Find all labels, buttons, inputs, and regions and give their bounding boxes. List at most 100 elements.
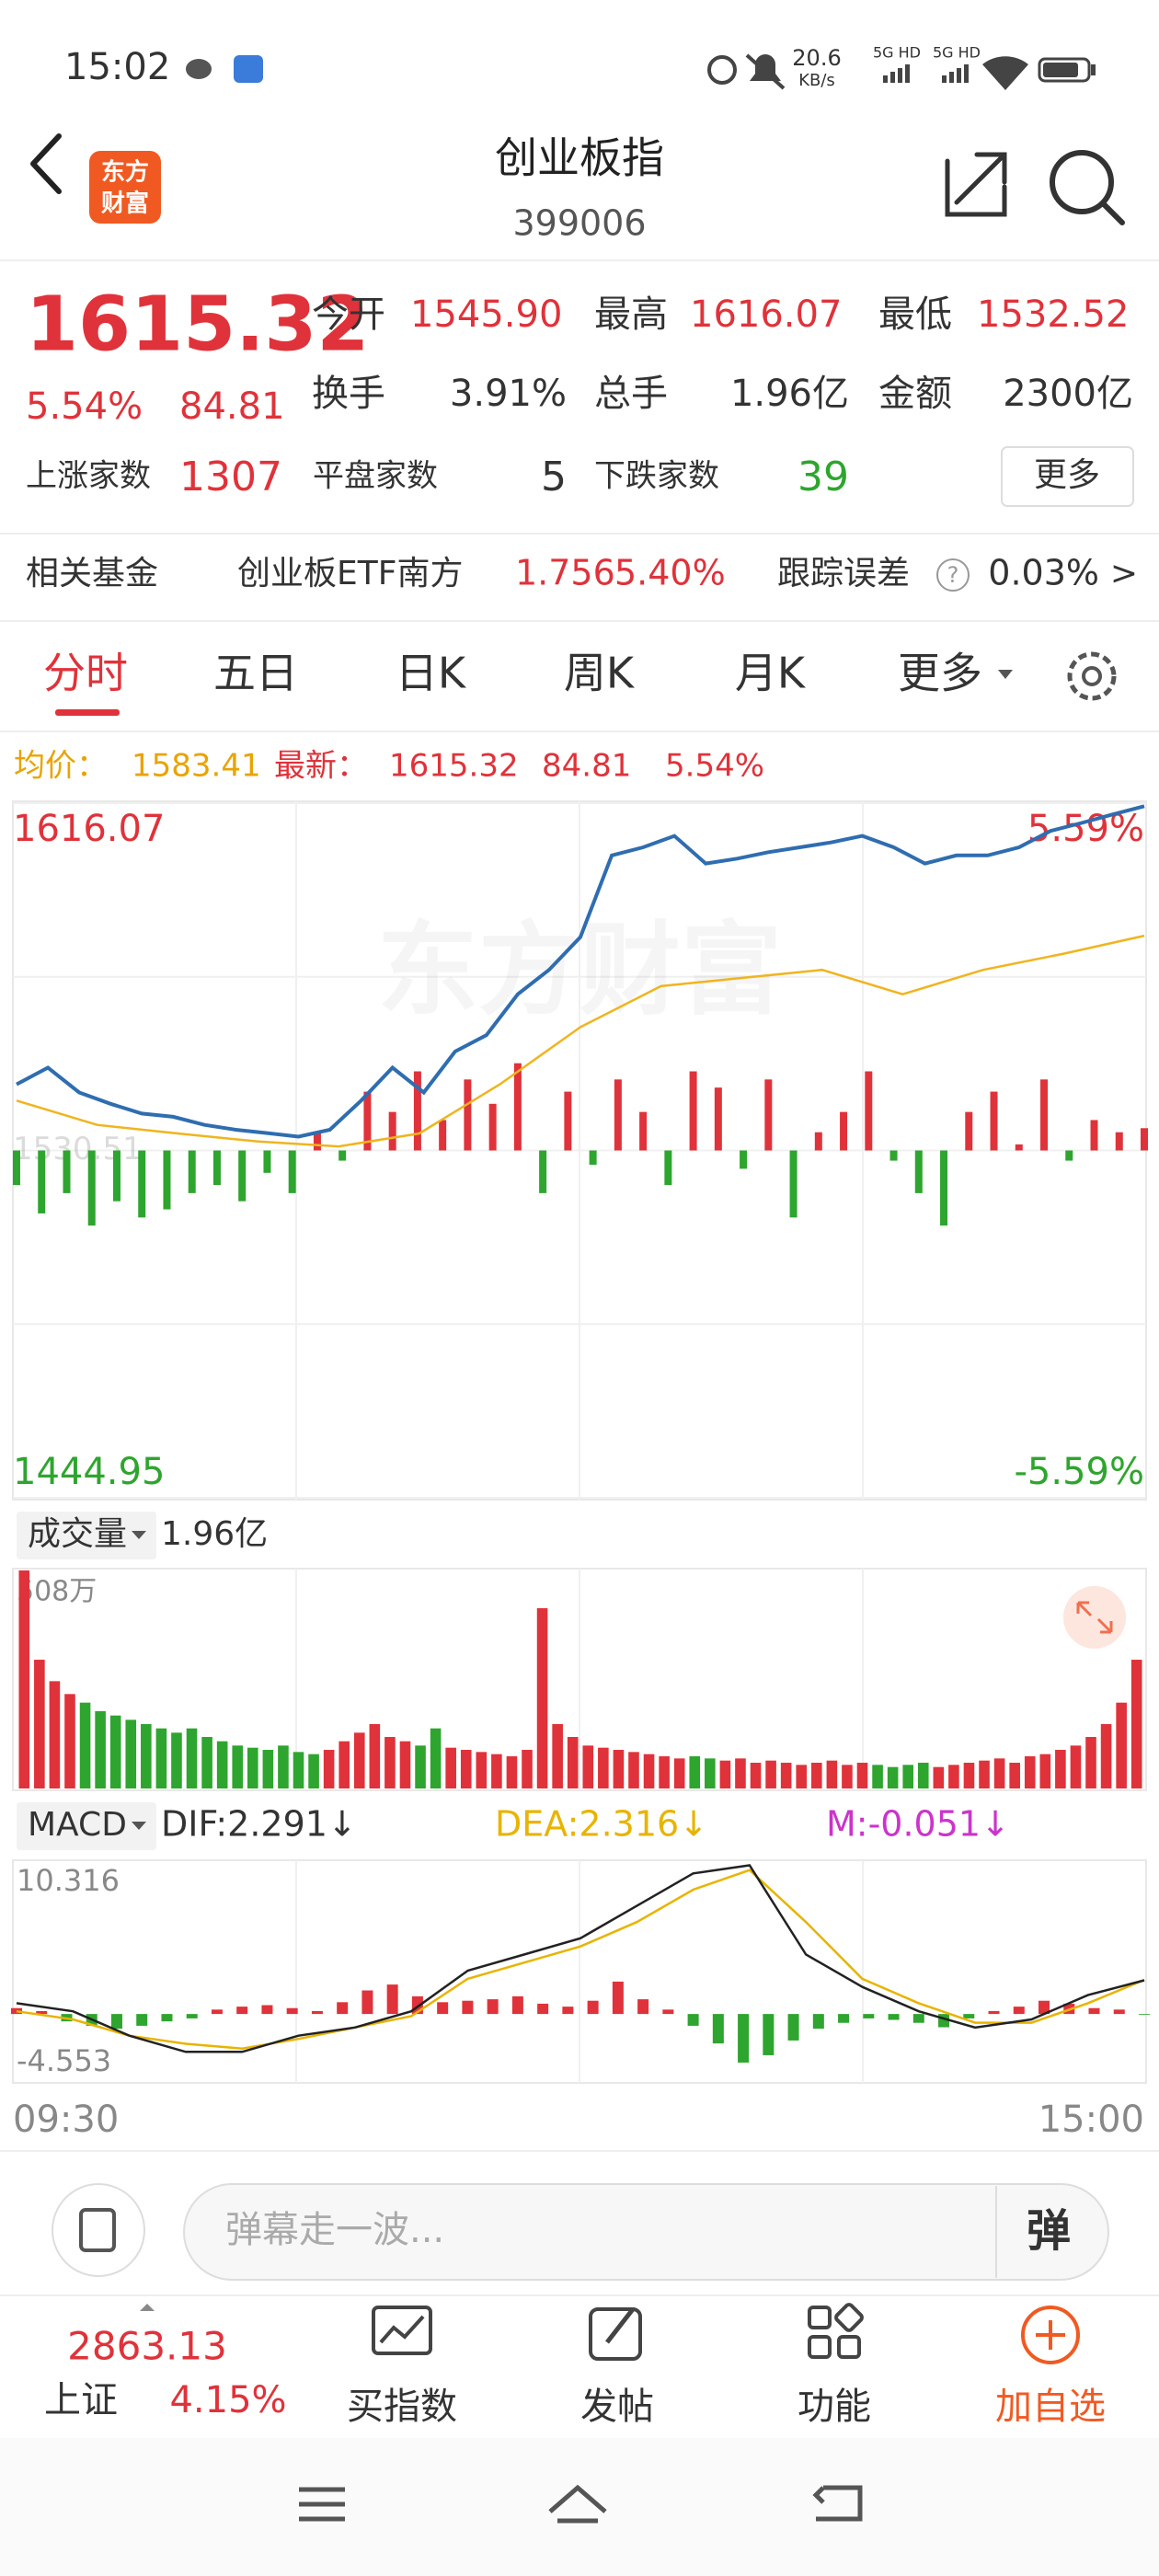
y-tick-label: 10.316 [17,1863,120,1898]
tab[interactable]: 更多 [898,649,982,698]
volume-bar [979,1760,990,1788]
back-nav-button[interactable] [812,2485,863,2522]
volume-bar [689,1756,701,1788]
pct-info: 5.54% [665,748,764,785]
dea-line [16,1869,1145,2050]
volume-bar [735,1758,746,1788]
volume-bar [141,1724,152,1788]
change-info: 84.81 [542,748,631,785]
stat-value: 1616.07 [690,293,842,336]
flow-bar [539,1150,547,1193]
breadth-value: 5 [541,454,567,500]
change-value: 84.81 [179,385,285,428]
help-icon[interactable] [936,558,970,592]
volume-bar [948,1765,959,1788]
app-icon [234,55,263,83]
volume-bar [1024,1756,1036,1788]
legend-entry: M:-0.051↓ [826,1804,1010,1845]
breadth-label: 上涨家数 [26,458,151,495]
flow-bar [212,1150,221,1186]
flow-bar [1090,1120,1098,1151]
last-label: 最新： [274,748,368,785]
nav-item[interactable]: 加自选 [995,2386,1106,2428]
volume-bar [536,1608,548,1788]
func-icon [808,2306,832,2329]
macd-selector[interactable] [17,1802,156,1850]
nav-item[interactable]: 买指数 [347,2386,457,2428]
macd-bar [1113,2009,1125,2015]
volume-bar [567,1737,579,1788]
flow-bar [138,1150,146,1218]
search-lens [1050,150,1114,214]
tab[interactable]: 分时 [43,649,128,698]
comment-input[interactable] [183,2183,1109,2281]
macd-bar [587,2000,599,2015]
fund-name: 创业板ETF南方 [237,555,463,592]
flow-bar [112,1150,120,1202]
macd-bar [712,2014,724,2044]
volume-bar [95,1711,106,1788]
macd-bar [1039,2000,1050,2015]
flow-bar [263,1150,271,1173]
last-price: 1615.32 [26,281,369,368]
share-button[interactable] [945,152,1007,217]
stat-label: 换手 [312,373,385,415]
volume-bar [445,1747,456,1788]
flow-bar [464,1079,472,1151]
expand-button[interactable] [1063,1586,1126,1649]
back-button[interactable] [30,133,62,194]
home-button[interactable] [548,2484,607,2524]
net-speed: 20.6 [792,45,841,71]
volume-bar [842,1765,853,1788]
volume-bar [765,1760,776,1788]
comment-list-button[interactable] [52,2183,145,2277]
tab[interactable]: 五日 [213,649,298,698]
logo[interactable] [89,151,161,224]
nav-item[interactable]: 发帖 [580,2386,654,2428]
volume-bar [1130,1660,1142,1788]
macd-bar [1088,2007,1100,2015]
volume-bar [247,1747,258,1788]
flow-bar [714,1087,722,1151]
logo-text: 财富 [101,190,149,218]
x-tick-label: 15:00 [1039,2099,1144,2141]
volume-bar [1100,1724,1112,1788]
flow-bar [87,1150,96,1226]
flow-bar [339,1150,347,1161]
stat-label: 今开 [312,293,385,336]
macd-bar [838,2014,850,2023]
status-time: 15:02 [64,46,170,88]
danmaku-button[interactable]: 弹 [1027,2205,1071,2257]
macd-bar [11,2007,22,2015]
macd-bar [236,2007,248,2015]
tab[interactable]: 日K [396,649,467,698]
macd-bar [1139,2014,1150,2015]
volume-bar [1009,1763,1020,1788]
more-button[interactable] [1001,446,1134,507]
volume-bar [155,1728,167,1788]
search-button[interactable] [1050,150,1125,225]
volume-selector[interactable] [17,1512,156,1559]
volume-bar [262,1750,274,1788]
share-arrow [954,152,1007,205]
volume-bar [415,1745,426,1788]
dif-line [16,1864,1145,2053]
tab[interactable]: 月K [735,649,807,698]
signal-2 [942,64,969,83]
nav-item[interactable]: 功能 [798,2386,871,2428]
stat-label: 最低 [878,293,952,336]
flow-bar [513,1063,522,1151]
macd-bar [637,1999,649,2015]
net-speed-unit: KB/s [798,71,835,90]
y2-tick-label: -5.59% [1014,1451,1144,1493]
gear-teeth [1067,651,1117,701]
flow-bar [865,1071,873,1151]
stat-value: 1545.90 [410,293,562,336]
flow-bar [38,1150,46,1213]
tab[interactable]: 周K [564,649,636,698]
macd-title: MACD [28,1806,127,1844]
add-icon [1021,2306,1080,2364]
fund-pct: 5.40% [614,553,726,593]
menu-button[interactable] [299,2487,345,2522]
settings-button[interactable] [1067,651,1117,701]
